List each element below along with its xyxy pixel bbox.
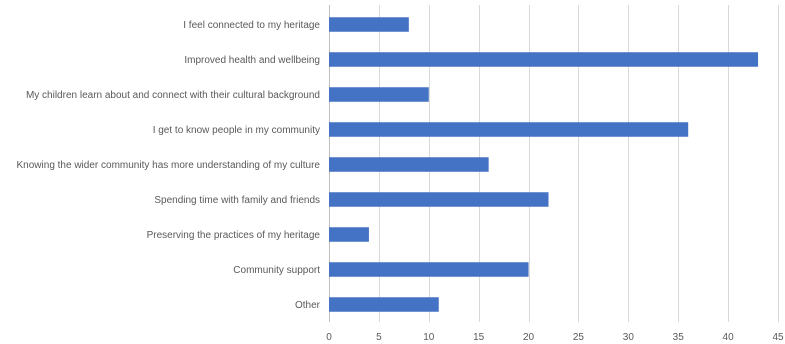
x-tick-label-15: 15 — [473, 332, 485, 343]
category-label-2: Improved health and wellbeing — [184, 55, 320, 66]
bars — [329, 17, 759, 312]
bar-8 — [329, 262, 529, 277]
category-label-3: My children learn about and connect with… — [26, 90, 320, 101]
category-label-9: Other — [295, 300, 321, 311]
bar-7 — [329, 227, 369, 242]
category-labels: I feel connected to my heritage Improved … — [17, 20, 321, 311]
bar-4 — [329, 122, 689, 137]
category-label-4: I get to know people in my community — [153, 125, 320, 136]
bar-5 — [329, 157, 489, 172]
bar-6 — [329, 192, 549, 207]
x-tick-label-10: 10 — [423, 332, 435, 343]
bar-2 — [329, 52, 759, 67]
category-label-7: Preserving the practices of my heritage — [147, 230, 321, 241]
x-tick-label-20: 20 — [523, 332, 535, 343]
bar-3 — [329, 87, 429, 102]
bar-9 — [329, 297, 439, 312]
x-tick-label-30: 30 — [623, 332, 635, 343]
x-axis-ticks: 0 5 10 15 20 25 30 35 40 45 — [326, 332, 784, 343]
bar-1 — [329, 17, 409, 32]
x-tick-label-0: 0 — [326, 332, 332, 343]
category-label-6: Spending time with family and friends — [154, 195, 320, 206]
x-tick-label-35: 35 — [673, 332, 685, 343]
x-tick-label-40: 40 — [723, 332, 735, 343]
category-label-8: Community support — [233, 265, 320, 276]
x-tick-label-45: 45 — [772, 332, 784, 343]
x-tick-label-25: 25 — [573, 332, 585, 343]
x-tick-label-5: 5 — [376, 332, 382, 343]
category-label-1: I feel connected to my heritage — [183, 20, 320, 31]
category-label-5: Knowing the wider community has more und… — [17, 160, 321, 171]
